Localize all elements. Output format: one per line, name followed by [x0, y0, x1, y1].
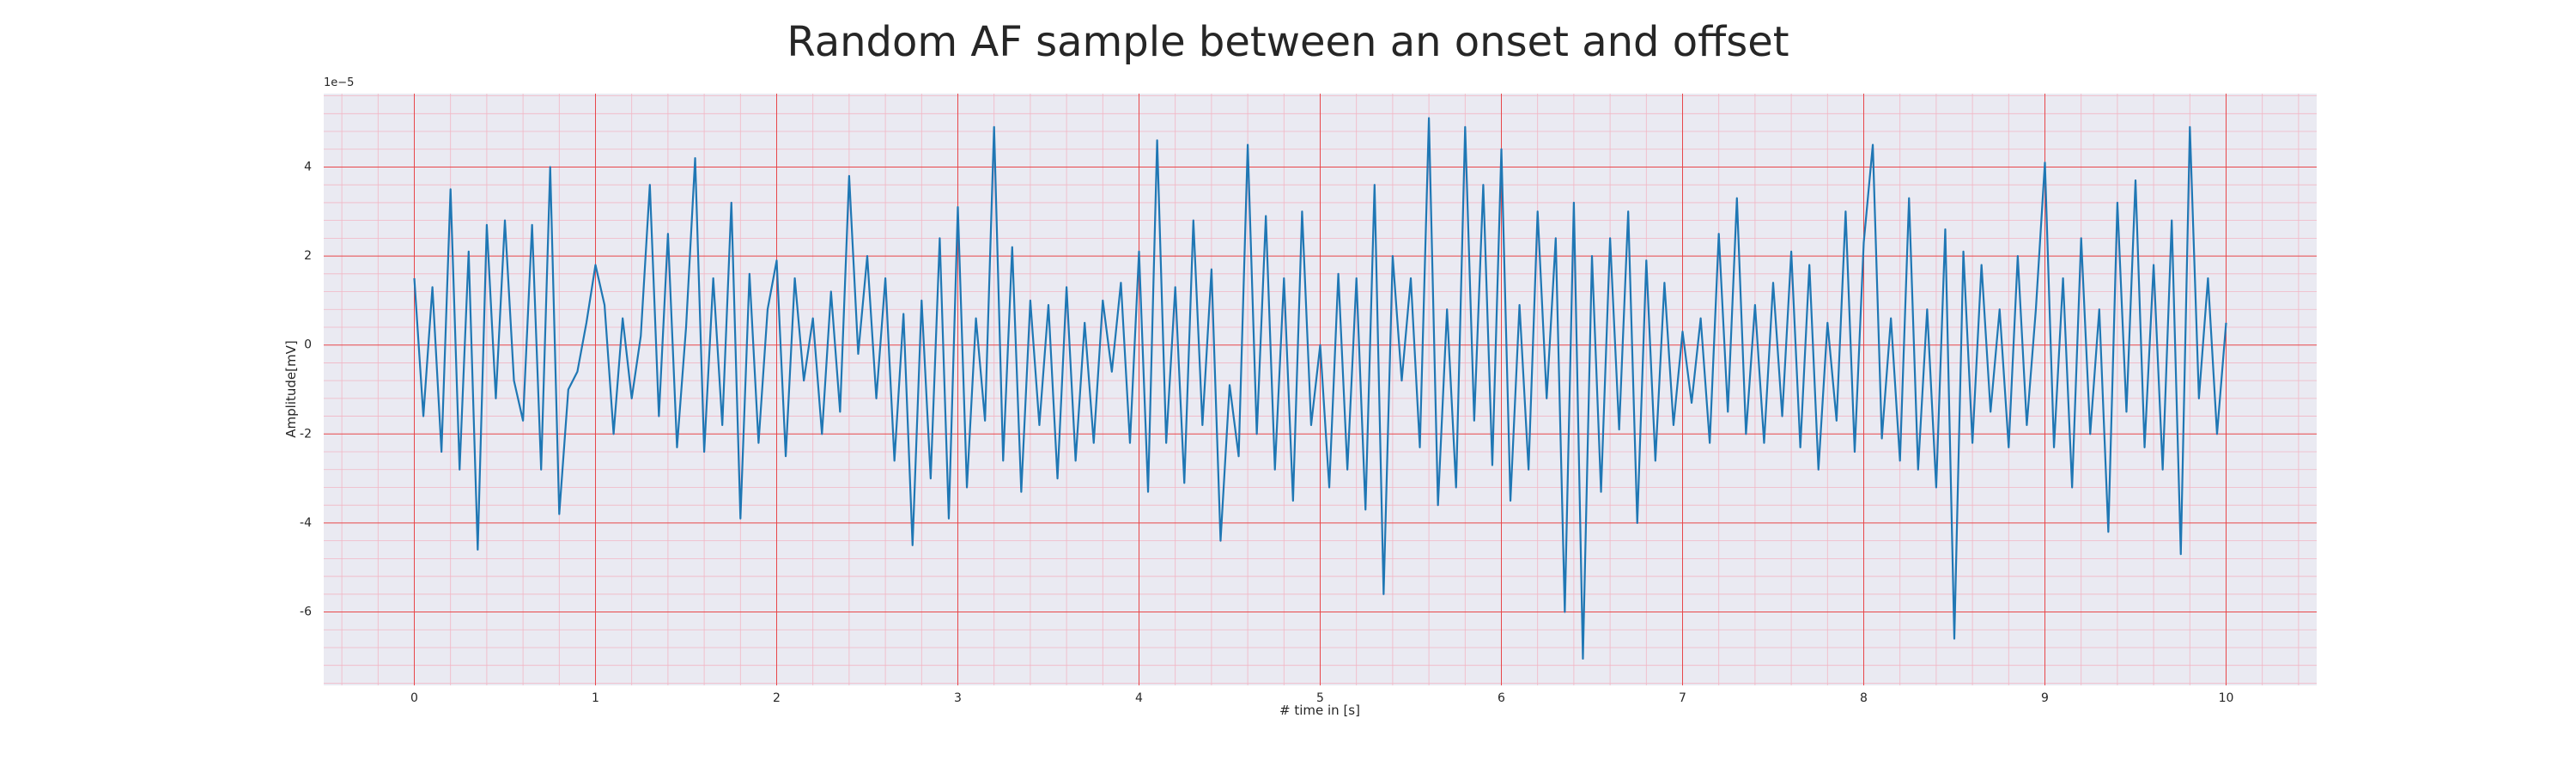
y-tick-label: 2 [304, 249, 312, 263]
y-offset-label: 1e−5 [324, 76, 354, 89]
x-tick-label: 1 [592, 691, 599, 705]
y-axis-label: Amplitude[mV] [283, 340, 299, 437]
data-line [413, 117, 2227, 660]
x-tick-label: 7 [1679, 691, 1686, 705]
x-tick-label: 9 [2041, 691, 2049, 705]
chart-title: Random AF sample between an onset and of… [787, 18, 1789, 66]
y-tick-label: -2 [300, 427, 312, 441]
y-tick-label: -4 [300, 516, 312, 530]
x-tick-label: 8 [1860, 691, 1868, 705]
x-tick-label: 6 [1498, 691, 1505, 705]
x-tick-label: 10 [2219, 691, 2234, 705]
x-axis-label: # time in [s] [1279, 703, 1360, 718]
x-tick-label: 5 [1316, 691, 1324, 705]
x-tick-label: 2 [773, 691, 781, 705]
x-tick-label: 3 [954, 691, 962, 705]
x-tick-label: 0 [410, 691, 418, 705]
y-tick-label: 4 [304, 160, 312, 173]
y-tick-label: -6 [300, 606, 312, 619]
grid [324, 94, 2317, 685]
x-tick-label: 4 [1135, 691, 1143, 705]
y-tick-label: 0 [304, 338, 312, 352]
